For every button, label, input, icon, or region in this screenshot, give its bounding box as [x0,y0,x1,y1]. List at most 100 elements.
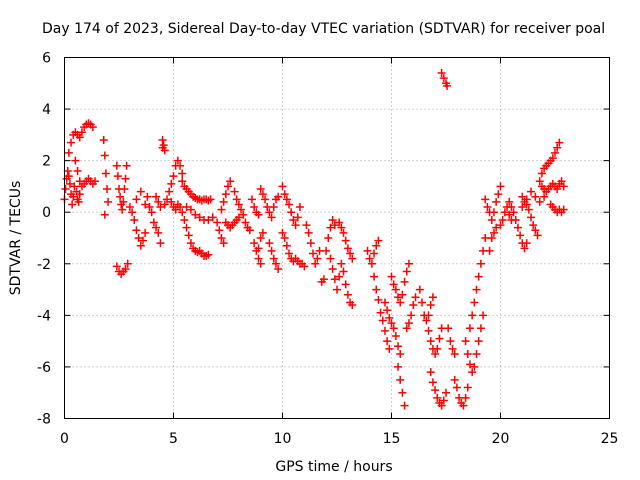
data-point [269,203,278,212]
data-point [254,210,263,219]
data-point [119,197,128,206]
y-tick-label: -2 [37,257,51,273]
data-point [402,324,411,333]
data-point [195,213,204,222]
data-point [341,280,350,289]
data-point [452,383,461,392]
data-point [555,138,564,147]
data-point [559,205,568,214]
data-point [280,190,289,199]
data-point [267,246,276,255]
data-point [496,221,505,230]
data-point [71,156,80,165]
data-point [182,223,191,232]
data-point [531,192,540,201]
data-point [219,197,228,206]
data-point [348,301,357,310]
data-point [402,267,411,276]
data-point [125,203,134,212]
data-point [509,208,518,217]
y-axis-label: SDTVAR / TECUs [8,181,24,296]
data-point [226,177,235,186]
data-point [295,203,304,212]
data-point [439,74,448,83]
data-point [247,195,256,204]
data-point [553,185,562,194]
y-tick-label: -8 [37,412,51,428]
data-point [75,190,84,199]
data-point [400,401,409,410]
data-point [465,324,474,333]
data-point [492,223,501,232]
data-point [343,244,352,253]
data-point [346,249,355,258]
data-point [70,182,79,191]
data-point [204,250,213,259]
data-point [394,362,403,371]
data-point [370,272,379,281]
data-point [370,249,379,258]
data-point [385,313,394,322]
data-point [450,350,459,359]
data-point [91,177,100,186]
data-point [158,136,167,145]
data-point [291,221,300,230]
data-point [69,192,78,201]
data-point [158,143,167,152]
data-point [145,203,154,212]
data-point [152,192,161,201]
y-tick-label: -6 [37,360,51,376]
data-point [487,234,496,242]
data-point [123,259,132,268]
data-point [461,337,470,346]
data-point [418,298,427,307]
data-point [376,308,385,317]
data-point [339,228,348,237]
data-point [433,393,442,402]
data-point [289,215,298,224]
data-point [524,205,533,214]
data-point [372,285,381,294]
data-point [152,223,161,232]
data-point [437,401,446,410]
data-point [302,221,311,230]
data-point [548,154,557,163]
data-point [437,68,446,77]
data-point [156,203,165,212]
data-point [394,342,403,351]
data-point [304,228,313,237]
data-point [394,293,403,302]
data-point [428,293,437,302]
data-point [463,383,472,392]
data-point [485,246,494,255]
data-point [496,182,505,191]
data-point [404,319,413,328]
data-point [311,259,320,268]
data-point [186,205,195,214]
data-point [169,172,178,181]
data-point [116,192,125,201]
data-point [337,223,346,232]
data-point [343,290,352,299]
data-point [165,187,174,196]
data-point [391,331,400,340]
data-point [282,195,291,204]
data-point [322,246,331,255]
x-tick-label: 25 [601,431,619,447]
data-point [134,234,143,242]
data-point [221,190,230,199]
data-point [274,264,283,273]
chart-title: Day 174 of 2023, Sidereal Day-to-day VTE… [42,21,605,37]
data-point [280,234,289,242]
data-point [180,215,189,224]
data-point [328,264,337,273]
y-tick-labels: -8 -6 -4 -2 0 2 4 6 [37,51,51,428]
data-point [171,205,180,214]
data-point [391,285,400,294]
data-point [468,368,477,377]
data-point [224,182,232,191]
data-point [551,148,559,157]
data-point [241,218,250,227]
data-point [132,195,141,204]
data-point [494,190,503,199]
